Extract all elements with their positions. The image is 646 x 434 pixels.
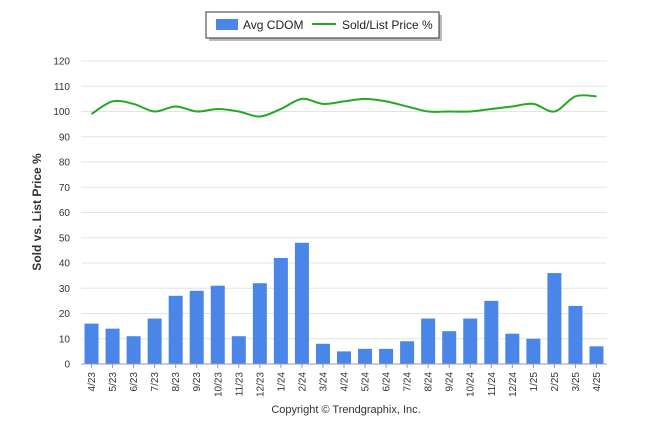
legend-label-avg-cdom: Avg CDOM: [243, 18, 303, 32]
sold-list-price-line: [90, 94, 597, 118]
bar: [189, 290, 204, 364]
bar: [337, 351, 351, 364]
x-tick-label: 10/24: [466, 372, 477, 397]
y-tick-label: 90: [59, 132, 71, 143]
y-tick-label: 60: [59, 208, 71, 219]
x-tick-label: 10/23: [213, 372, 224, 397]
x-tick-label: 12/23: [255, 372, 266, 397]
y-axis-ticks: 0 10 20 30 40 50 60 70 80 90 100 110 120: [53, 57, 70, 371]
bar: [294, 242, 309, 364]
x-tick-label: 11/24: [487, 372, 498, 397]
y-tick-label: 110: [54, 82, 70, 93]
x-tick-label: 6/23: [129, 372, 140, 392]
bar: [379, 348, 394, 364]
bar: [547, 273, 562, 364]
y-tick-label: 120: [53, 57, 70, 68]
x-tick-label: 6/24: [382, 372, 393, 392]
x-tick-label: 4/24: [340, 372, 351, 392]
bar: [231, 336, 246, 364]
x-axis-ticks: 4/23 5/23 6/23 7/23 8/23 9/23 10/23 11/23 12/23 1…: [87, 364, 603, 397]
x-tick-label: 8/23: [171, 372, 182, 392]
x-tick-label: 3/24: [318, 372, 329, 392]
bar: [400, 341, 415, 364]
y-tick-label: 70: [59, 183, 71, 194]
x-tick-label: 9/24: [445, 372, 456, 392]
y-tick-label: 0: [64, 360, 70, 371]
bar: [105, 328, 120, 364]
bar: [463, 318, 478, 364]
bar: [421, 318, 436, 364]
y-tick-label: 50: [59, 233, 71, 244]
bar: [442, 331, 457, 364]
bar: [505, 333, 520, 364]
x-tick-label: 5/24: [361, 372, 372, 392]
bar: [84, 323, 99, 364]
x-tick-label: 8/24: [424, 372, 435, 392]
legend: Avg CDOM Sold/List Price %: [205, 11, 442, 41]
x-tick-label: 4/23: [87, 372, 98, 392]
y-tick-label: 80: [59, 158, 71, 169]
bar: [147, 318, 162, 364]
bar: [273, 257, 288, 364]
x-tick-label: 2/25: [550, 372, 561, 392]
line-series: [90, 94, 597, 118]
y-tick-label: 100: [53, 107, 70, 118]
bar: [210, 285, 225, 364]
y-tick-label: 30: [59, 284, 71, 295]
legend-box: [205, 11, 440, 39]
bar: [526, 338, 541, 364]
bar: [589, 346, 604, 364]
bar-series: [84, 242, 604, 364]
bar: [168, 295, 183, 364]
x-tick-label: 7/24: [403, 372, 414, 392]
x-tick-label: 5/23: [108, 372, 119, 392]
x-tick-label: 12/24: [508, 372, 519, 397]
legend-bar-swatch: [216, 19, 238, 30]
y-axis-title: Sold vs. List Price %: [30, 153, 44, 271]
x-tick-label: 1/25: [529, 372, 540, 392]
x-tick-label: 1/24: [276, 372, 287, 392]
bar: [358, 348, 373, 364]
bar: [568, 305, 583, 364]
bar: [126, 336, 141, 364]
x-tick-label: 7/23: [150, 372, 161, 392]
x-tick-label: 2/24: [297, 372, 308, 392]
gridlines: [81, 60, 607, 340]
x-tick-label: 3/25: [571, 372, 582, 392]
copyright-credit: Copyright © Trendgraphix, Inc.: [271, 404, 420, 416]
legend-label-sold-list: Sold/List Price %: [342, 18, 433, 32]
x-tick-label: 9/23: [192, 372, 203, 392]
y-tick-label: 20: [59, 309, 71, 320]
y-tick-label: 10: [59, 334, 71, 345]
y-tick-label: 40: [59, 259, 71, 270]
x-tick-label: 11/23: [234, 372, 245, 397]
bar: [484, 300, 499, 364]
x-tick-label: 4/25: [592, 372, 603, 392]
bar: [315, 343, 330, 364]
bar: [252, 283, 267, 364]
